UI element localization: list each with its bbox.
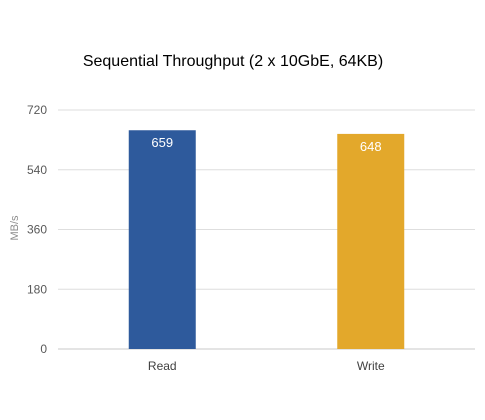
chart-title: Sequential Throughput (2 x 10GbE, 64KB) xyxy=(83,53,383,70)
y-tick-label: 360 xyxy=(27,223,47,237)
y-tick-label: 180 xyxy=(27,282,47,296)
bar-read xyxy=(128,130,196,349)
y-tick-label: 0 xyxy=(40,342,47,356)
bars: 659 648 xyxy=(128,130,405,349)
bar-write xyxy=(337,133,405,349)
y-axis-ticks: 0 180 360 540 720 xyxy=(27,103,47,356)
y-axis-label: MB/s xyxy=(9,215,21,241)
data-label: 659 xyxy=(151,135,173,150)
y-tick-label: 720 xyxy=(27,103,47,117)
y-tick-label: 540 xyxy=(27,163,47,177)
x-tick-label: Write xyxy=(357,359,385,373)
gridlines xyxy=(58,109,475,350)
data-label: 648 xyxy=(360,139,382,154)
x-tick-label: Read xyxy=(148,359,177,373)
x-axis-ticks: Read Write xyxy=(148,359,385,373)
